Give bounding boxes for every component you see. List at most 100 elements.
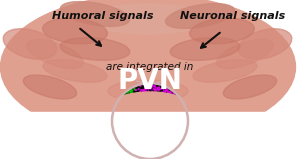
Point <box>169 138 174 141</box>
Point <box>146 88 151 90</box>
Point <box>155 107 160 110</box>
Point <box>118 101 123 104</box>
Point <box>127 90 132 93</box>
Point <box>129 137 134 140</box>
Point <box>150 90 154 93</box>
Point <box>148 132 153 134</box>
Point <box>153 86 158 89</box>
Point <box>150 128 154 131</box>
Point <box>131 150 136 153</box>
Point <box>177 137 182 139</box>
Point <box>122 121 127 124</box>
Point <box>154 124 158 127</box>
Point <box>154 148 159 151</box>
Point <box>147 111 152 114</box>
Point <box>170 138 175 140</box>
Point <box>148 153 153 155</box>
Point <box>171 93 176 96</box>
Point <box>138 149 142 151</box>
Point <box>152 94 156 97</box>
Point <box>168 128 172 131</box>
Point <box>174 108 178 111</box>
Point <box>151 124 155 127</box>
Point <box>174 120 179 123</box>
Point <box>146 96 151 98</box>
Point <box>121 104 126 106</box>
Point <box>173 105 178 108</box>
Point <box>136 135 141 138</box>
Point <box>133 151 138 153</box>
Point <box>151 105 156 108</box>
Point <box>119 119 124 122</box>
Point <box>117 107 122 110</box>
Point <box>165 93 170 96</box>
Ellipse shape <box>27 39 83 69</box>
Point <box>127 140 132 143</box>
Point <box>126 101 131 103</box>
Point <box>153 139 158 141</box>
Point <box>114 130 119 132</box>
Point <box>149 84 154 86</box>
Point <box>158 96 163 99</box>
Point <box>166 108 171 111</box>
Point <box>165 131 170 134</box>
Wedge shape <box>112 121 188 159</box>
Point <box>125 131 130 134</box>
Point <box>126 141 130 144</box>
Point <box>163 112 168 115</box>
Point <box>139 124 144 126</box>
Point <box>158 147 162 149</box>
Text: Neuronal signals: Neuronal signals <box>180 11 285 21</box>
Point <box>136 152 141 155</box>
Point <box>172 114 176 117</box>
Point <box>120 143 125 146</box>
Ellipse shape <box>223 75 277 99</box>
Point <box>152 116 157 119</box>
Point <box>141 144 146 147</box>
Point <box>129 137 134 139</box>
Point <box>147 116 152 118</box>
Point <box>122 145 127 147</box>
Point <box>160 123 164 125</box>
Point <box>136 131 141 133</box>
Point <box>132 152 136 155</box>
Point <box>178 115 183 118</box>
Point <box>144 121 148 124</box>
Point <box>130 131 135 133</box>
Point <box>139 149 144 151</box>
Point <box>172 111 177 114</box>
Point <box>147 153 152 156</box>
Point <box>151 148 156 151</box>
Point <box>132 147 137 150</box>
Point <box>179 132 184 135</box>
Point <box>142 84 147 86</box>
Point <box>137 106 142 108</box>
Point <box>179 113 184 115</box>
Point <box>128 93 133 95</box>
Point <box>172 135 177 138</box>
Point <box>173 100 178 102</box>
Point <box>120 99 125 101</box>
Point <box>155 133 160 135</box>
Point <box>162 140 167 142</box>
Point <box>167 99 172 102</box>
Point <box>126 107 130 110</box>
Point <box>150 99 154 101</box>
Point <box>160 108 165 110</box>
Point <box>137 114 142 117</box>
Point <box>173 128 178 131</box>
Point <box>122 107 127 110</box>
Point <box>153 90 158 93</box>
Point <box>131 97 136 100</box>
Point <box>150 131 154 134</box>
Point <box>180 118 185 120</box>
Point <box>179 129 184 132</box>
Point <box>126 144 131 147</box>
Point <box>181 110 186 112</box>
Point <box>141 134 146 137</box>
Point <box>134 136 138 139</box>
Point <box>141 143 146 146</box>
Point <box>144 107 148 110</box>
Point <box>149 148 154 151</box>
Point <box>166 124 170 127</box>
